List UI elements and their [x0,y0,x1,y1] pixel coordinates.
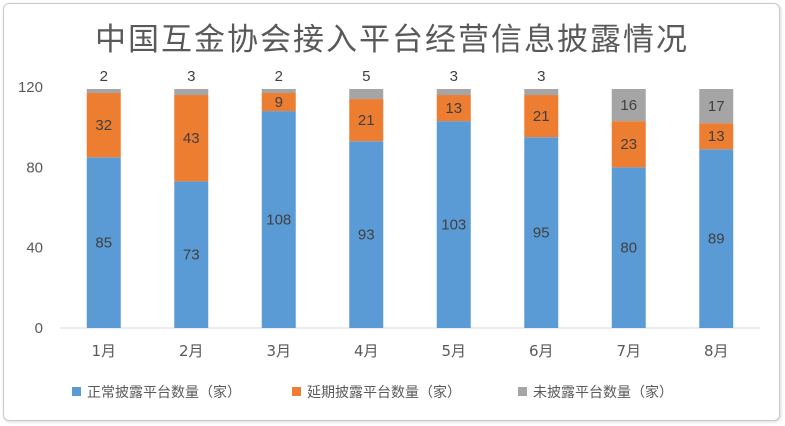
data-label: 80 [620,240,637,257]
data-label: 21 [358,112,375,129]
data-label: 13 [708,128,725,145]
bar-segment [261,111,296,328]
data-label: 108 [266,212,291,229]
bar-segment [174,181,209,328]
x-tick-label: 4月 [354,342,379,360]
bar-segment [524,95,559,138]
x-tick-label: 3月 [266,342,291,360]
data-label: 23 [620,136,637,153]
bar-segment [261,89,296,94]
y-tick-label: 0 [35,320,43,337]
data-label: 9 [275,94,283,111]
legend-swatch [72,387,81,396]
bar-segment [611,121,646,168]
x-tick-label: 8月 [704,342,729,360]
bar-segment [261,93,296,112]
legend: 正常披露平台数量（家） 延期披露平台数量（家） 未披露平台数量（家） [72,384,673,401]
bar-segment [174,89,209,96]
y-tick-label: 40 [26,240,43,257]
data-label: 5 [362,68,370,85]
bar-segment [174,95,209,182]
data-label: 89 [708,231,725,248]
bar-segment [699,89,734,124]
data-label: 95 [533,225,550,242]
x-tick-label: 5月 [441,342,466,360]
legend-label: 未披露平台数量（家） [533,384,673,401]
data-label: 103 [441,217,466,234]
data-label: 3 [187,68,195,85]
data-label: 73 [183,247,200,264]
data-label: 13 [445,100,462,117]
y-tick-label: 80 [26,159,43,176]
x-tick-label: 2月 [179,342,204,360]
data-label: 3 [450,68,458,85]
bar-segment [524,137,559,328]
x-tick-label: 1月 [91,342,116,360]
bar-segment [436,89,471,96]
data-label: 85 [95,235,112,252]
bar-segment [524,89,559,96]
chart-title: 中国互金协会接入平台经营信息披露情况 [95,22,689,58]
bar-segment [86,93,121,158]
bar-segment [349,99,384,142]
axes: 0 40 80 120 1月 2月 3月 4月 5月 6月 7月 8月 [18,79,760,360]
data-label: 17 [708,98,725,115]
bar-segment [699,149,734,328]
legend-swatch [518,387,527,396]
data-label: 93 [358,227,375,244]
bar-segment [611,89,646,122]
data-label: 2 [100,68,108,85]
data-label: 16 [620,97,637,114]
legend-label: 延期披露平台数量（家） [307,384,461,401]
bar-segment [86,89,121,94]
data-label: 43 [183,130,200,147]
x-tick-label: 7月 [616,342,641,360]
bar-segment [699,123,734,150]
data-label: 2 [275,68,283,85]
data-labels: 85 32 2 73 43 3 108 9 2 93 21 5 103 13 3 95 21 3 80 23 16 89 1… [95,68,724,264]
bar-segment [349,141,384,328]
legend-label: 正常披露平台数量（家） [87,384,241,401]
bar-segment [436,95,471,122]
bar-segment [86,157,121,328]
bar-segment [349,89,384,100]
chart-frame [3,3,780,421]
data-label: 32 [95,117,112,134]
bars [86,89,734,329]
data-label: 3 [537,68,545,85]
x-tick-label: 6月 [529,342,554,360]
data-label: 21 [533,108,550,125]
bar-segment [436,121,471,329]
legend-swatch [292,387,301,396]
y-tick-label: 120 [18,79,43,96]
bar-segment [611,167,646,328]
